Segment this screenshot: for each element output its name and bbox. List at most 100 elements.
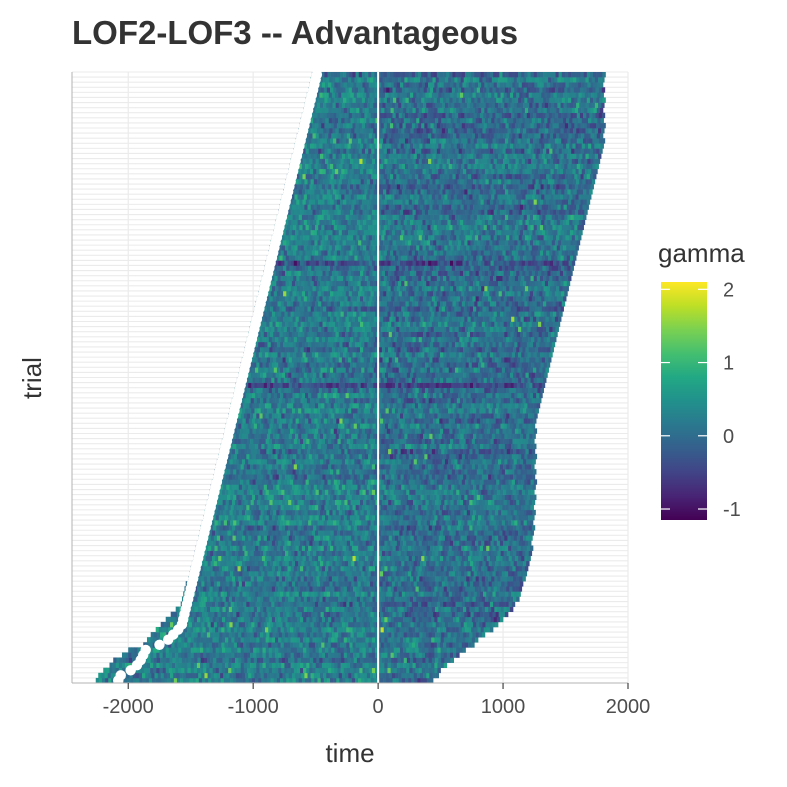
heat-cell — [267, 570, 271, 577]
heat-cell — [288, 576, 292, 582]
heat-cell — [235, 596, 239, 602]
heat-cell — [459, 525, 464, 531]
heat-cell — [466, 458, 471, 465]
heat-cell — [454, 570, 459, 577]
heat-cell — [418, 464, 423, 470]
heat-cell — [336, 469, 340, 475]
heat-cell — [266, 621, 271, 628]
heat-cell — [301, 545, 306, 551]
heat-cell — [310, 576, 314, 582]
heat-cell — [460, 535, 464, 541]
heat-cell — [516, 509, 521, 516]
heat-cell — [443, 637, 448, 643]
heat-cell — [439, 520, 443, 526]
heat-cell — [206, 657, 211, 663]
heat-cell — [368, 616, 373, 623]
heat-cell — [389, 530, 394, 536]
heat-cell — [378, 499, 383, 506]
heat-cell — [398, 672, 402, 679]
heat-cell — [512, 540, 516, 546]
heat-cell — [343, 626, 347, 633]
heat-cell — [473, 560, 477, 567]
heat-cell — [462, 586, 466, 592]
heat-cell — [388, 596, 392, 602]
heat-cell — [243, 453, 247, 460]
heat-cell — [468, 540, 473, 546]
heat-cell — [442, 545, 446, 551]
heat-cell — [298, 621, 302, 628]
heat-cell — [316, 596, 320, 602]
heat-cell — [321, 453, 325, 460]
heat-cell — [451, 535, 455, 541]
heat-cell — [291, 448, 295, 455]
heat-cell — [345, 469, 350, 475]
heat-cell — [276, 494, 281, 500]
heat-cell — [298, 494, 303, 500]
heat-cell — [209, 652, 213, 658]
heat-cell — [460, 581, 464, 587]
heat-cell — [491, 474, 495, 480]
heat-cell — [438, 621, 443, 628]
heat-cell — [300, 667, 304, 674]
heat-cell — [435, 581, 440, 587]
heat-cell — [250, 586, 254, 592]
heat-cell — [325, 576, 330, 582]
heat-cell — [236, 479, 241, 485]
heat-cell — [312, 662, 316, 669]
heat-cell — [398, 494, 403, 500]
heat-cell — [208, 642, 213, 648]
heat-cell — [254, 581, 258, 587]
heat-cell — [150, 657, 155, 663]
heat-cell — [326, 570, 331, 577]
heat-cell — [476, 591, 481, 597]
heat-cell — [461, 469, 465, 475]
heat-cell — [396, 504, 400, 511]
heat-cell — [272, 550, 276, 557]
heat-cell — [270, 458, 274, 465]
heat-cell — [125, 657, 130, 663]
heat-cell — [499, 504, 503, 511]
heat-cell — [400, 448, 405, 455]
heat-cell — [465, 565, 469, 572]
heat-cell — [509, 499, 514, 506]
heat-cell — [115, 662, 120, 669]
heat-cell — [313, 484, 318, 490]
heat-cell — [281, 662, 285, 669]
heat-cell — [210, 560, 215, 567]
heat-cell — [250, 464, 254, 470]
heat-cell — [325, 667, 329, 674]
heat-cell — [394, 632, 398, 638]
heat-cell — [455, 453, 459, 460]
heat-cell — [351, 611, 356, 618]
heat-cell — [463, 525, 467, 531]
heat-cell — [521, 555, 525, 562]
heat-cell — [315, 464, 320, 470]
heat-cell — [292, 520, 296, 526]
heat-cell — [502, 530, 506, 536]
heat-cell — [325, 586, 329, 592]
heat-cell — [341, 535, 346, 541]
heat-cell — [388, 525, 392, 531]
heat-cell — [156, 632, 161, 638]
heat-cell — [528, 540, 532, 546]
heat-cell — [388, 550, 392, 557]
heat-cell — [383, 570, 387, 577]
heat-cell — [305, 591, 309, 597]
heat-cell — [451, 469, 456, 475]
heat-cell — [438, 509, 443, 516]
heat-cell — [320, 621, 324, 628]
heat-cell — [485, 560, 489, 567]
heat-cell — [230, 555, 235, 562]
heat-cell — [371, 667, 376, 674]
heat-cell — [445, 545, 449, 551]
heat-cell — [443, 601, 447, 607]
heat-cell — [350, 550, 355, 557]
heat-cell — [420, 469, 425, 475]
heat-cell — [212, 662, 216, 669]
heat-cell — [458, 642, 463, 648]
heat-cell — [270, 677, 275, 684]
heat-cell — [301, 570, 306, 577]
heat-cell — [299, 642, 303, 648]
heat-cell — [323, 494, 328, 500]
heat-cell — [405, 504, 410, 511]
